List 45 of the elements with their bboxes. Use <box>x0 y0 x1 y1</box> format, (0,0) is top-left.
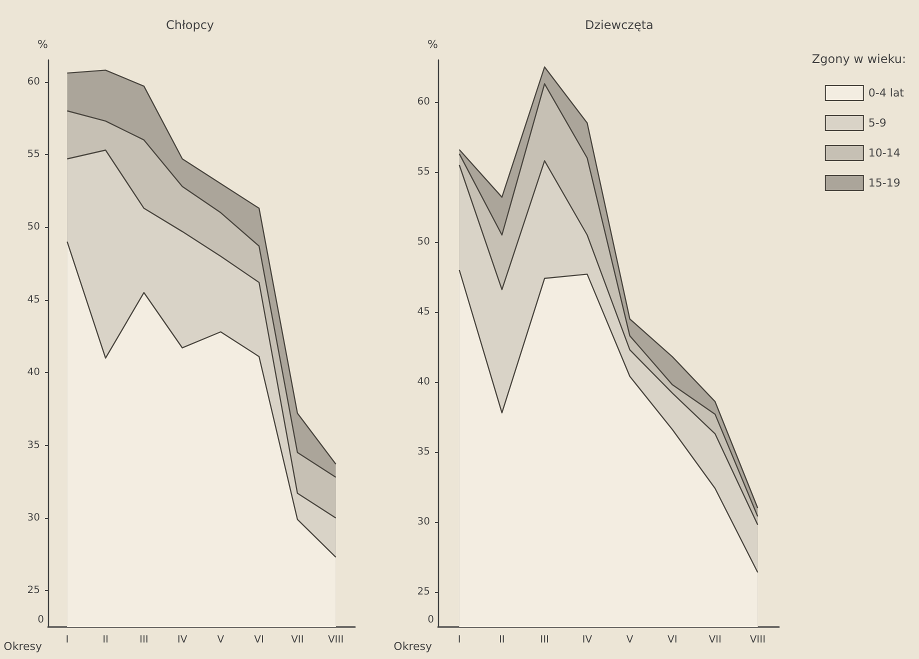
y-tick-label: 30 <box>417 516 430 528</box>
x-tick-label: VIII <box>328 634 344 646</box>
y-tick-label: 30 <box>27 512 40 524</box>
x-tick-label: VI <box>254 634 264 646</box>
x-tick-label: II <box>102 634 109 646</box>
x-tick-label: II <box>498 634 505 646</box>
y-tick-label: 60 <box>417 96 430 108</box>
y-tick-label: 60 <box>27 76 40 88</box>
legend-label: 15-19 <box>868 176 900 190</box>
text: 0 <box>428 614 434 626</box>
x-tick-label: IV <box>582 634 592 646</box>
legend-title: Zgony w wieku: <box>812 52 906 66</box>
y-tick-label: 45 <box>417 306 430 318</box>
legend-label: 0-4 lat <box>868 86 905 100</box>
x-tick-label: VI <box>668 634 678 646</box>
x-tick-label: III <box>540 634 549 646</box>
legend-label: 10-14 <box>868 146 900 160</box>
x-tick-label: VIII <box>750 634 766 646</box>
y-tick-label: 55 <box>27 149 40 160</box>
y-tick-label: 45 <box>27 294 40 306</box>
y-tick-label: 50 <box>27 222 40 233</box>
y-tick-label: 25 <box>417 586 430 598</box>
x-tick-label: I <box>458 634 461 646</box>
y-tick-label: 35 <box>27 440 40 451</box>
y-tick-label: 50 <box>417 236 430 248</box>
chart-title: Chłopcy <box>166 18 214 32</box>
x-tick-label: V <box>626 634 634 646</box>
y-tick-label: 40 <box>417 376 430 388</box>
legend-label: 5-9 <box>868 116 886 130</box>
y-tick-label: 25 <box>27 585 40 596</box>
y-axis-title: % <box>428 38 438 51</box>
x-axis-title: Okresy <box>394 640 432 653</box>
chart-title: Dziewczęta <box>585 18 654 32</box>
x-tick-label: VII <box>291 634 304 646</box>
x-tick-label: III <box>140 634 148 646</box>
x-axis-title: Okresy <box>4 640 42 653</box>
text: 0 <box>38 614 44 626</box>
x-tick-label: IV <box>177 634 188 646</box>
x-tick-label: V <box>217 634 224 646</box>
y-tick-label: 40 <box>27 367 40 378</box>
y-tick-label: 35 <box>417 446 430 458</box>
x-tick-label: I <box>66 634 69 646</box>
y-axis-title: % <box>38 38 48 51</box>
x-tick-label: VII <box>708 634 722 646</box>
y-tick-label: 55 <box>417 166 430 178</box>
